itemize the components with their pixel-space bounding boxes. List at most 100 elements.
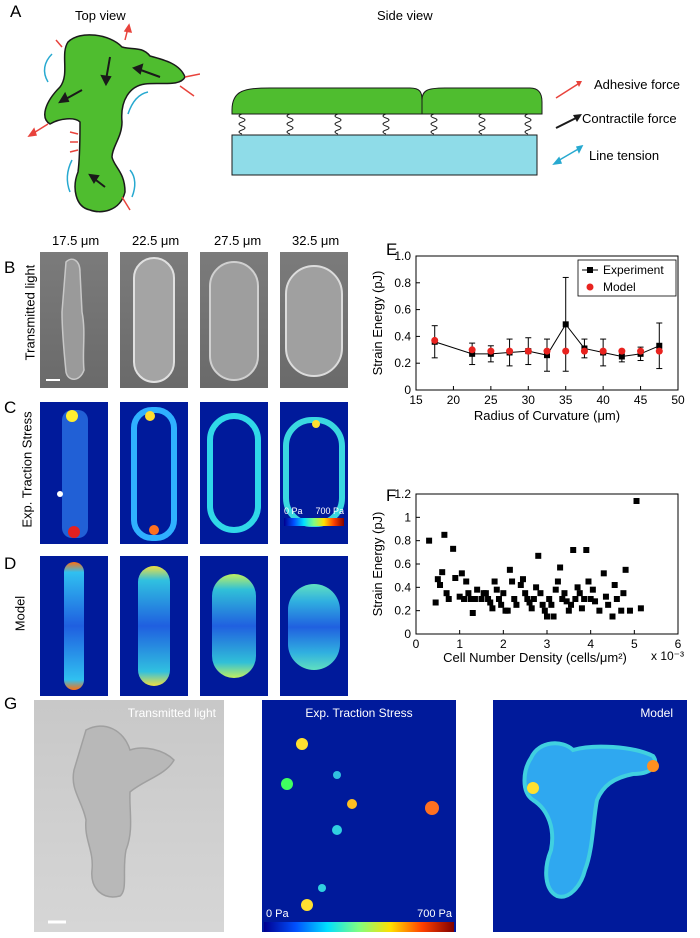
density-point [637,605,644,612]
density-point [620,590,627,597]
density-point [504,607,511,614]
density-point [605,601,612,608]
y-axis-label: Strain Energy (pJ) [370,512,385,617]
density-point [561,590,568,597]
density-point [456,593,463,600]
adhesive-arrow-icon [555,81,582,99]
density-point [539,601,546,608]
density-point [474,586,481,593]
substrate [231,134,538,176]
contractile-arrow-icon [555,114,582,129]
model-point [506,347,514,355]
density-point [506,566,513,573]
column-header-1: 17.5 μm [52,233,100,248]
density-point [458,570,465,577]
top-view-cell-diagram [27,23,200,213]
x-axis-scale-label: x 10⁻³ [651,649,684,663]
legend-model-marker [586,283,594,291]
density-point [426,537,433,544]
density-point [526,599,533,606]
density-point [498,601,505,608]
density-point [570,547,577,553]
density-point [487,599,494,606]
density-point [434,576,441,583]
panel-letter-b: B [4,258,16,277]
legend-model-label: Model [603,280,636,294]
density-point [452,575,459,581]
density-point [485,596,492,602]
model-point [637,347,645,355]
density-point [493,586,500,593]
x-tick-label: 6 [675,637,682,651]
x-axis-label: Radius of Curvature (μm) [474,408,620,423]
transmitted-image-3 [200,252,268,388]
density-point [524,596,531,602]
model-point [524,347,532,355]
density-point [513,601,520,608]
colorbar-g [264,922,454,932]
density-point [557,564,564,571]
density-point [469,610,476,616]
density-point [445,596,452,602]
density-point [441,531,448,538]
model-point [618,347,626,355]
density-point [437,582,444,588]
model-image-2 [120,556,188,696]
x-tick-label: 50 [671,393,685,407]
density-point [574,584,581,591]
side-view-label: Side view [377,8,433,23]
y-tick-label: 1.0 [394,249,411,263]
density-point [533,584,540,591]
x-tick-label: 0 [413,637,420,651]
density-point [443,590,450,597]
colorbar-g-min: 0 Pa [266,908,289,920]
density-point [585,578,592,585]
model-point [562,347,570,355]
density-point [613,596,620,602]
panel-g-model-label: Model [640,706,673,720]
density-point [544,613,550,620]
panel-g-transmitted-label: Transmitted light [127,706,216,720]
adhesive-force-label: Adhesive force [594,77,680,92]
panel-letter-f: F [386,486,397,505]
density-point [572,596,579,602]
density-point [596,607,603,614]
traction-image-3 [200,402,268,544]
density-point [581,596,588,602]
y-tick-label: 0.6 [394,303,411,317]
density-point [519,576,526,583]
density-point [633,498,640,504]
y-tick-label: 1 [404,510,411,524]
model-point [599,347,607,355]
side-cell-right [421,87,543,115]
transmitted-image-4 [280,252,348,388]
density-point [439,569,446,576]
side-view-diagram [231,87,543,176]
density-point [489,605,496,612]
y-tick-label: 0.8 [394,276,411,290]
density-point [522,590,529,597]
row-label-transmitted: Transmitted light [22,264,38,361]
density-point [491,578,498,585]
colorbar-g-max: 700 Pa [417,908,452,920]
line-tension-arrow-icon [552,144,584,166]
line-tension-label: Line tension [589,148,660,163]
legend-box [577,259,677,297]
legend-experiment-marker [587,267,593,273]
y-tick-label: 1.2 [394,488,411,501]
y-tick-label: 0.6 [394,557,411,571]
traction-image-1 [40,402,108,544]
y-axis-label: Strain Energy (pJ) [370,271,385,376]
y-tick-label: 0.4 [394,329,411,343]
x-tick-label: 45 [634,393,648,407]
density-point [587,596,594,602]
model-point [580,347,588,355]
experiment-point [562,321,569,328]
density-point [535,552,542,559]
panel-letter-c: C [4,398,17,417]
density-point [541,607,548,614]
density-point [546,596,553,602]
density-point [583,547,590,553]
column-header-3: 27.5 μm [214,233,262,248]
x-tick-label: 3 [544,637,551,651]
